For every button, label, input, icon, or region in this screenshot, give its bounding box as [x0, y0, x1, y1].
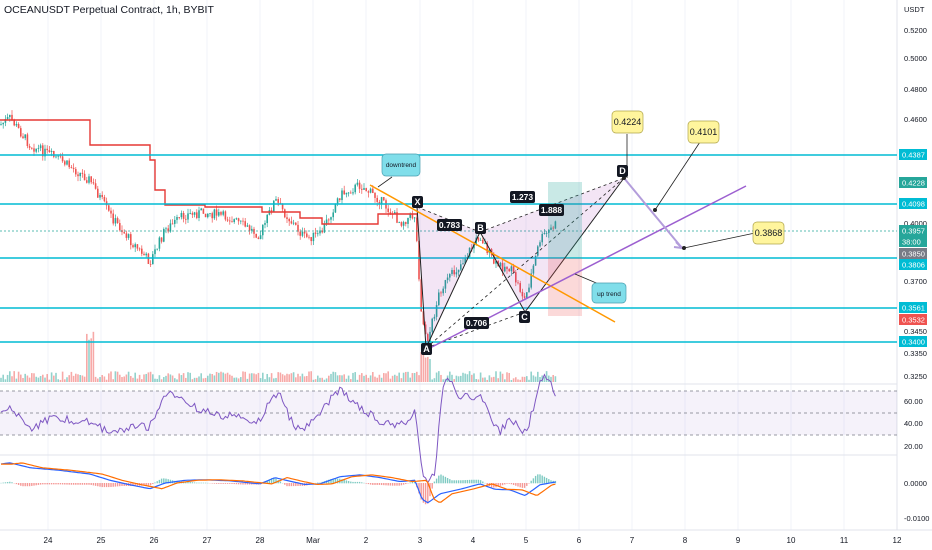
svg-text:0.0000: 0.0000	[904, 479, 927, 488]
price-tags: 0.4387 0.4228 0.4098 0.3957 38:00 0.3850…	[899, 149, 927, 347]
chart-title: OCEANUSDT Perpetual Contract, 1h, BYBIT	[4, 4, 214, 16]
svg-text:D: D	[619, 166, 626, 176]
svg-text:0.3450: 0.3450	[904, 327, 927, 336]
svg-text:9: 9	[736, 536, 741, 545]
svg-text:Mar: Mar	[306, 536, 320, 545]
svg-text:0.4098: 0.4098	[902, 200, 925, 209]
candlestick-series	[0, 110, 557, 345]
downtrend-line[interactable]	[369, 184, 616, 323]
svg-text:0.4600: 0.4600	[904, 115, 927, 124]
level-lines	[0, 154, 897, 343]
macd-signal-line	[1, 462, 556, 503]
svg-text:0.4228: 0.4228	[902, 179, 925, 188]
svg-text:0.3868: 0.3868	[755, 228, 783, 238]
svg-text:25: 25	[97, 536, 106, 545]
svg-text:3: 3	[418, 536, 423, 545]
svg-text:0.783: 0.783	[439, 220, 461, 230]
svg-text:0.3850: 0.3850	[902, 250, 925, 259]
stop-line	[0, 119, 418, 225]
svg-text:0.3561: 0.3561	[902, 304, 925, 313]
svg-text:10: 10	[787, 536, 796, 545]
price-axis[interactable]: USDT 0.5200 0.5000 0.4800 0.4600 0.4000 …	[904, 5, 929, 523]
svg-text:60.00: 60.00	[904, 397, 923, 406]
svg-text:up trend: up trend	[597, 291, 621, 298]
svg-text:B: B	[477, 223, 484, 233]
svg-text:0.3250: 0.3250	[904, 372, 927, 381]
svg-text:0.4101: 0.4101	[690, 127, 718, 137]
svg-text:0.3532: 0.3532	[902, 316, 925, 325]
svg-text:2: 2	[364, 536, 369, 545]
svg-text:24: 24	[44, 536, 53, 545]
svg-text:38:00: 38:00	[902, 238, 921, 247]
svg-text:20.00: 20.00	[904, 442, 923, 451]
svg-text:0.4224: 0.4224	[614, 117, 642, 127]
svg-text:26: 26	[150, 536, 159, 545]
svg-text:0.3957: 0.3957	[902, 227, 925, 236]
pattern-point-labels: X A B C D	[412, 165, 628, 355]
svg-text:C: C	[521, 312, 528, 322]
svg-text:40.00: 40.00	[904, 419, 923, 428]
svg-text:0.4000: 0.4000	[904, 219, 927, 228]
svg-text:0.5200: 0.5200	[904, 26, 927, 35]
svg-text:4: 4	[471, 536, 476, 545]
macd-line	[0, 462, 556, 504]
svg-text:7: 7	[630, 536, 635, 545]
svg-text:downtrend: downtrend	[386, 162, 417, 169]
svg-text:0.3806: 0.3806	[902, 261, 925, 270]
svg-text:6: 6	[577, 536, 582, 545]
svg-text:1.888: 1.888	[541, 205, 563, 215]
svg-text:0.706: 0.706	[466, 318, 488, 328]
svg-text:A: A	[423, 344, 430, 354]
svg-text:X: X	[414, 197, 420, 207]
svg-text:0.3350: 0.3350	[904, 349, 927, 358]
volume-series	[0, 331, 557, 382]
time-axis[interactable]: 24 25 26 27 28 Mar 2 3 4 5 6 7 8 9 10 11…	[44, 536, 902, 545]
svg-text:1.273: 1.273	[512, 192, 534, 202]
svg-text:11: 11	[840, 536, 849, 545]
target-callouts[interactable]: 0.4224 0.4101 0.3868	[611, 110, 785, 245]
svg-text:0.3700: 0.3700	[904, 277, 927, 286]
svg-text:0.5000: 0.5000	[904, 54, 927, 63]
svg-text:0.4387: 0.4387	[902, 151, 925, 160]
svg-text:0.3400: 0.3400	[902, 338, 925, 347]
position-profit-zone[interactable]	[548, 182, 582, 258]
svg-text:28: 28	[256, 536, 265, 545]
svg-text:27: 27	[203, 536, 212, 545]
grid	[47, 0, 845, 530]
projection-path	[623, 177, 683, 249]
svg-text:0.4800: 0.4800	[904, 85, 927, 94]
svg-text:8: 8	[683, 536, 688, 545]
svg-text:-0.0100: -0.0100	[904, 514, 929, 523]
svg-text:5: 5	[524, 536, 529, 545]
svg-text:USDT: USDT	[904, 5, 925, 14]
svg-text:12: 12	[893, 536, 902, 545]
trend-callouts[interactable]: downtrend up trend	[381, 153, 627, 304]
harmonic-pattern	[416, 177, 625, 349]
rsi-line	[0, 373, 556, 484]
pattern-ratio-labels: 0.783 0.706 1.273 1.888	[437, 191, 564, 329]
